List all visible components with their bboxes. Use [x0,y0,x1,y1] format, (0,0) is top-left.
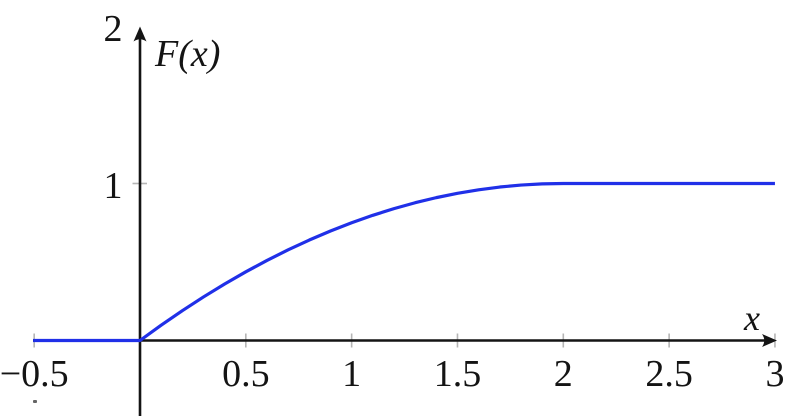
stray-mark [33,400,37,403]
axes [33,26,777,416]
tick-marks [33,182,776,348]
cdf-curve-path [33,181,775,343]
cdf-curve [33,181,775,343]
y-axis-arrowhead [133,26,147,42]
x-axis-arrowhead [762,334,777,347]
